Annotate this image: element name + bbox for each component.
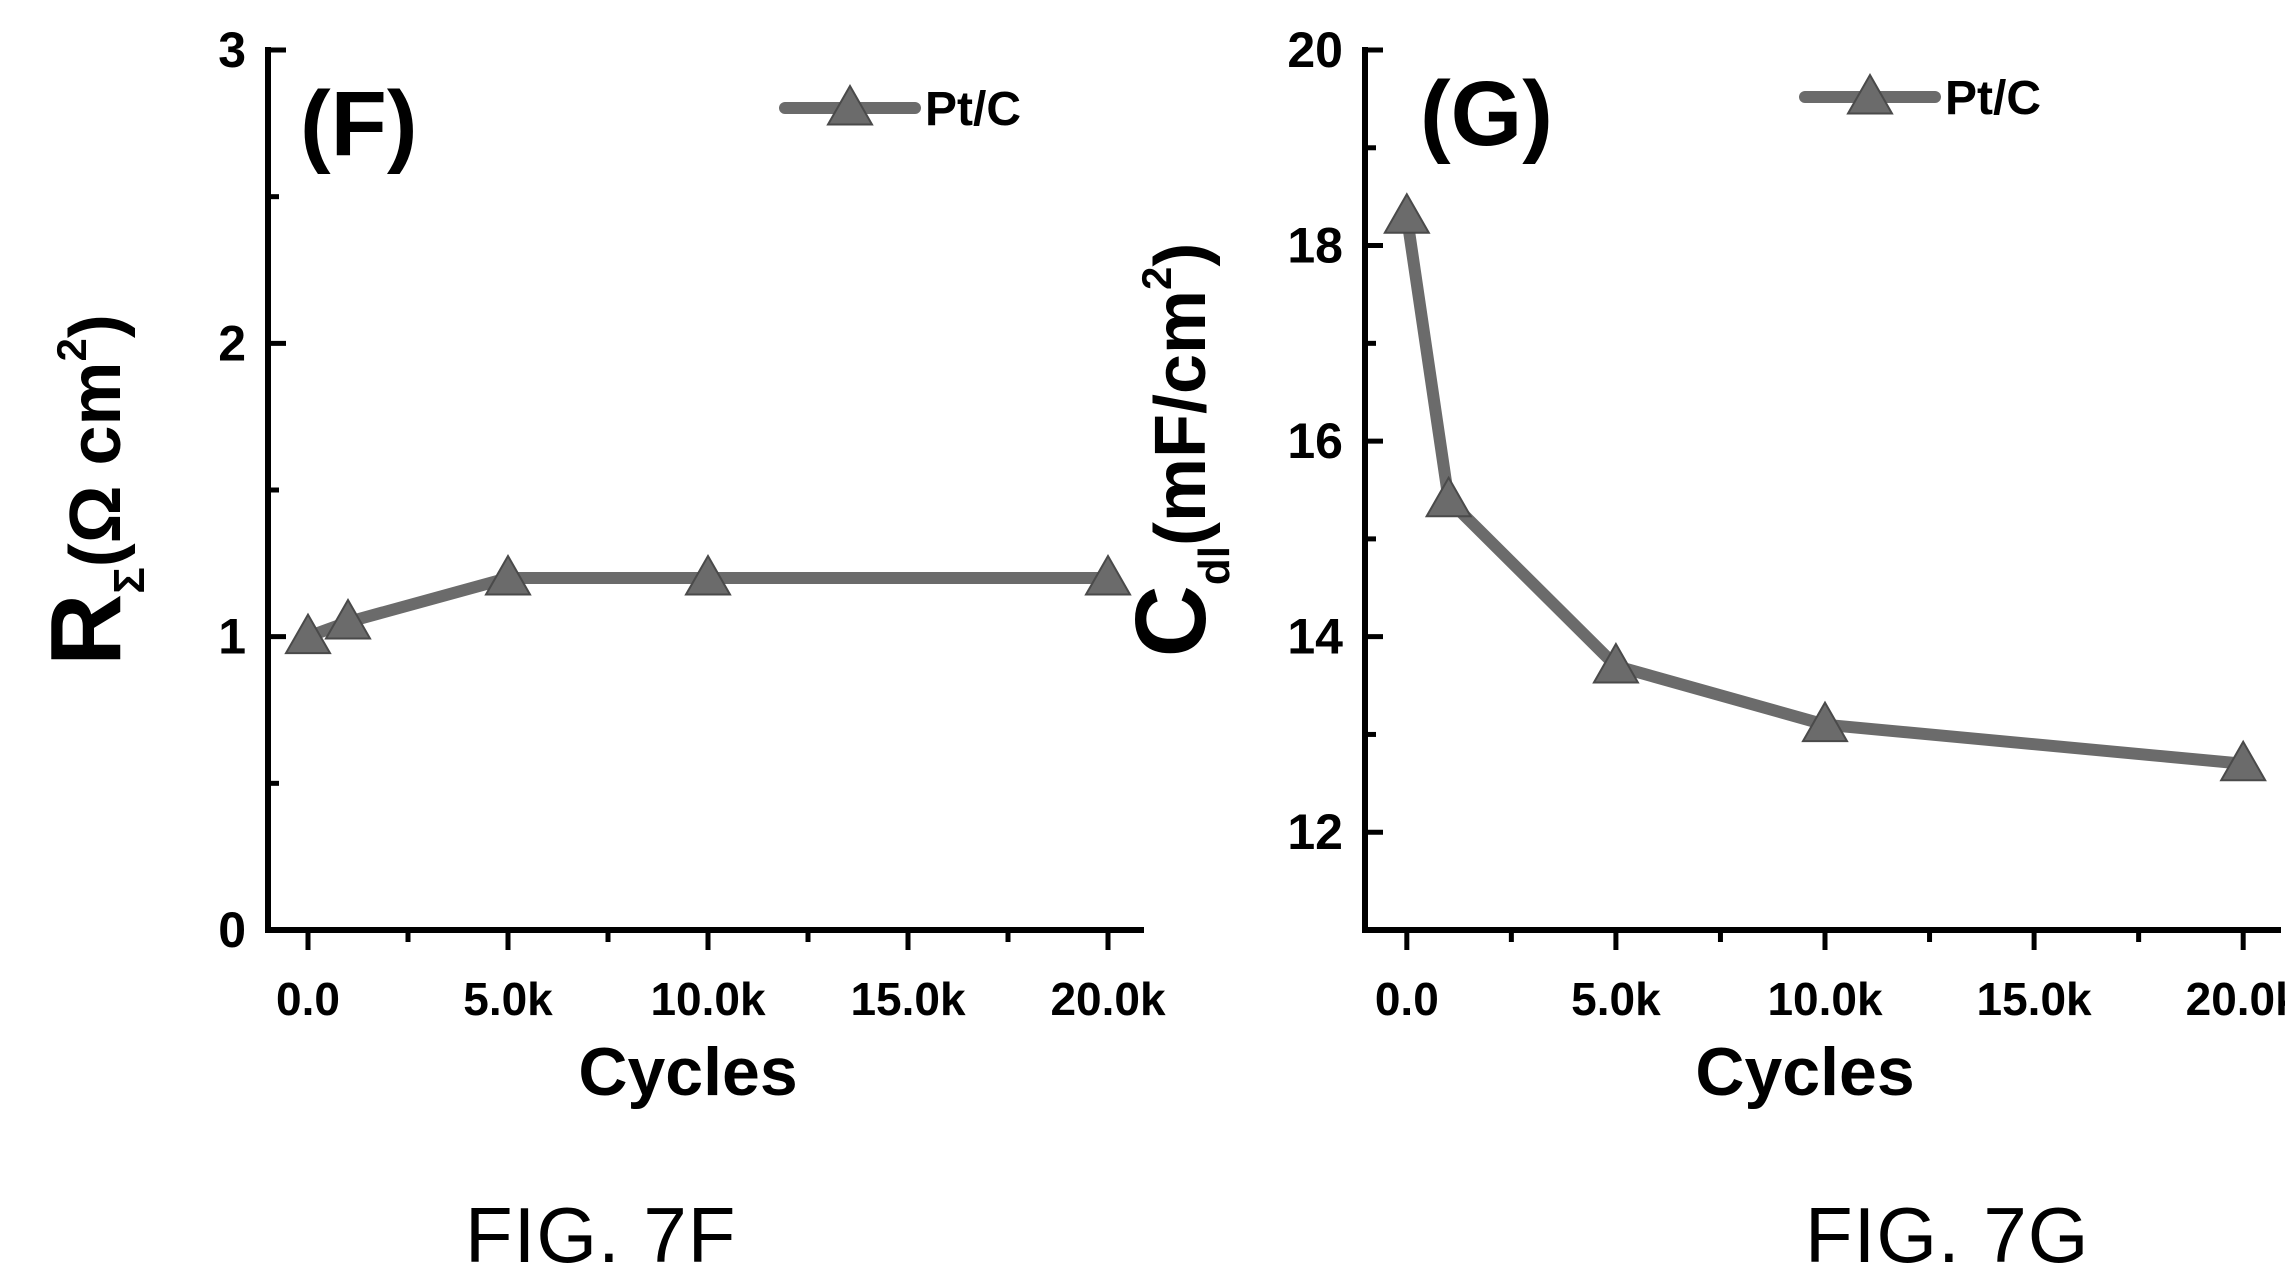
data-point-marker (1383, 192, 1431, 234)
y-axis-title-superscript: 2 (48, 338, 95, 361)
y-axis-title-main: C (1115, 585, 1227, 657)
y-axis-title-unit: (Ω cm (56, 361, 136, 567)
x-tick-label: 0.0 (276, 973, 340, 1025)
legend-label: Pt/C (1945, 72, 2041, 125)
legend-marker (826, 83, 874, 126)
x-tick-label: 10.0k (650, 973, 766, 1025)
figure-caption-7f: FIG. 7F (465, 1191, 737, 1279)
data-point-marker (684, 553, 732, 596)
y-axis-title: Cdl(mF/cm2) (1115, 243, 1239, 658)
series-line-pt-c (1400, 210, 2250, 770)
y-tick-label: 16 (1287, 413, 1343, 469)
x-tick-label: 15.0k (1977, 973, 2093, 1025)
panel-label: (F) (300, 73, 417, 175)
x-tick-label: 10.0k (1767, 973, 1883, 1025)
y-tick-label: 0 (218, 902, 246, 958)
data-point-marker (1084, 553, 1132, 596)
data-point-marker (284, 612, 332, 655)
x-tick-label: 0.0 (1375, 973, 1439, 1025)
data-point-marker (1424, 475, 1473, 518)
panel-label: (G) (1420, 63, 1553, 165)
x-axis-title: Cycles (578, 1034, 797, 1110)
data-point-marker (1592, 641, 1640, 684)
figure-caption-7g: FIG. 7G (1805, 1191, 2090, 1279)
x-tick-label: 20.0k (1050, 973, 1166, 1025)
y-axis-title-close: ) (56, 314, 136, 338)
y-axis-title-close: ) (1141, 243, 1221, 267)
y-axis-title-main: R (30, 594, 142, 666)
y-axis-title-subscript: Σ (105, 567, 154, 593)
legend-label: Pt/C (925, 83, 1021, 136)
y-axis-title-unit: (mF/cm (1141, 290, 1221, 546)
x-axis-title: Cycles (1695, 1034, 1914, 1110)
y-axis-title-superscript: 2 (1133, 267, 1180, 290)
x-tick-label: 5.0k (1571, 973, 1661, 1025)
y-tick-label: 14 (1287, 609, 1343, 665)
data-point-marker (484, 553, 532, 596)
x-tick-label: 5.0k (463, 973, 553, 1025)
legend-marker (1846, 72, 1894, 115)
y-tick-label: 20 (1287, 22, 1343, 78)
x-tick-label: 20.0k (2186, 973, 2285, 1025)
y-axis-title: RΣ(Ω cm2) (30, 314, 154, 666)
data-point-marker (2219, 739, 2267, 782)
y-tick-label: 18 (1287, 218, 1343, 274)
y-tick-label: 3 (218, 22, 246, 78)
data-point-marker (1801, 700, 1849, 743)
data-point-marker (324, 597, 372, 640)
y-tick-label: 1 (218, 609, 246, 665)
x-tick-label: 15.0k (850, 973, 966, 1025)
chart-panel-g: 12 14 16 18 20 0.0 5.0k 10.0k 15.0k 20.0k Cycles Cd… (1115, 22, 2285, 1110)
y-axis-title-subscript: dl (1190, 546, 1239, 585)
y-tick-label: 2 (218, 315, 246, 371)
y-tick-label: 12 (1287, 804, 1343, 860)
